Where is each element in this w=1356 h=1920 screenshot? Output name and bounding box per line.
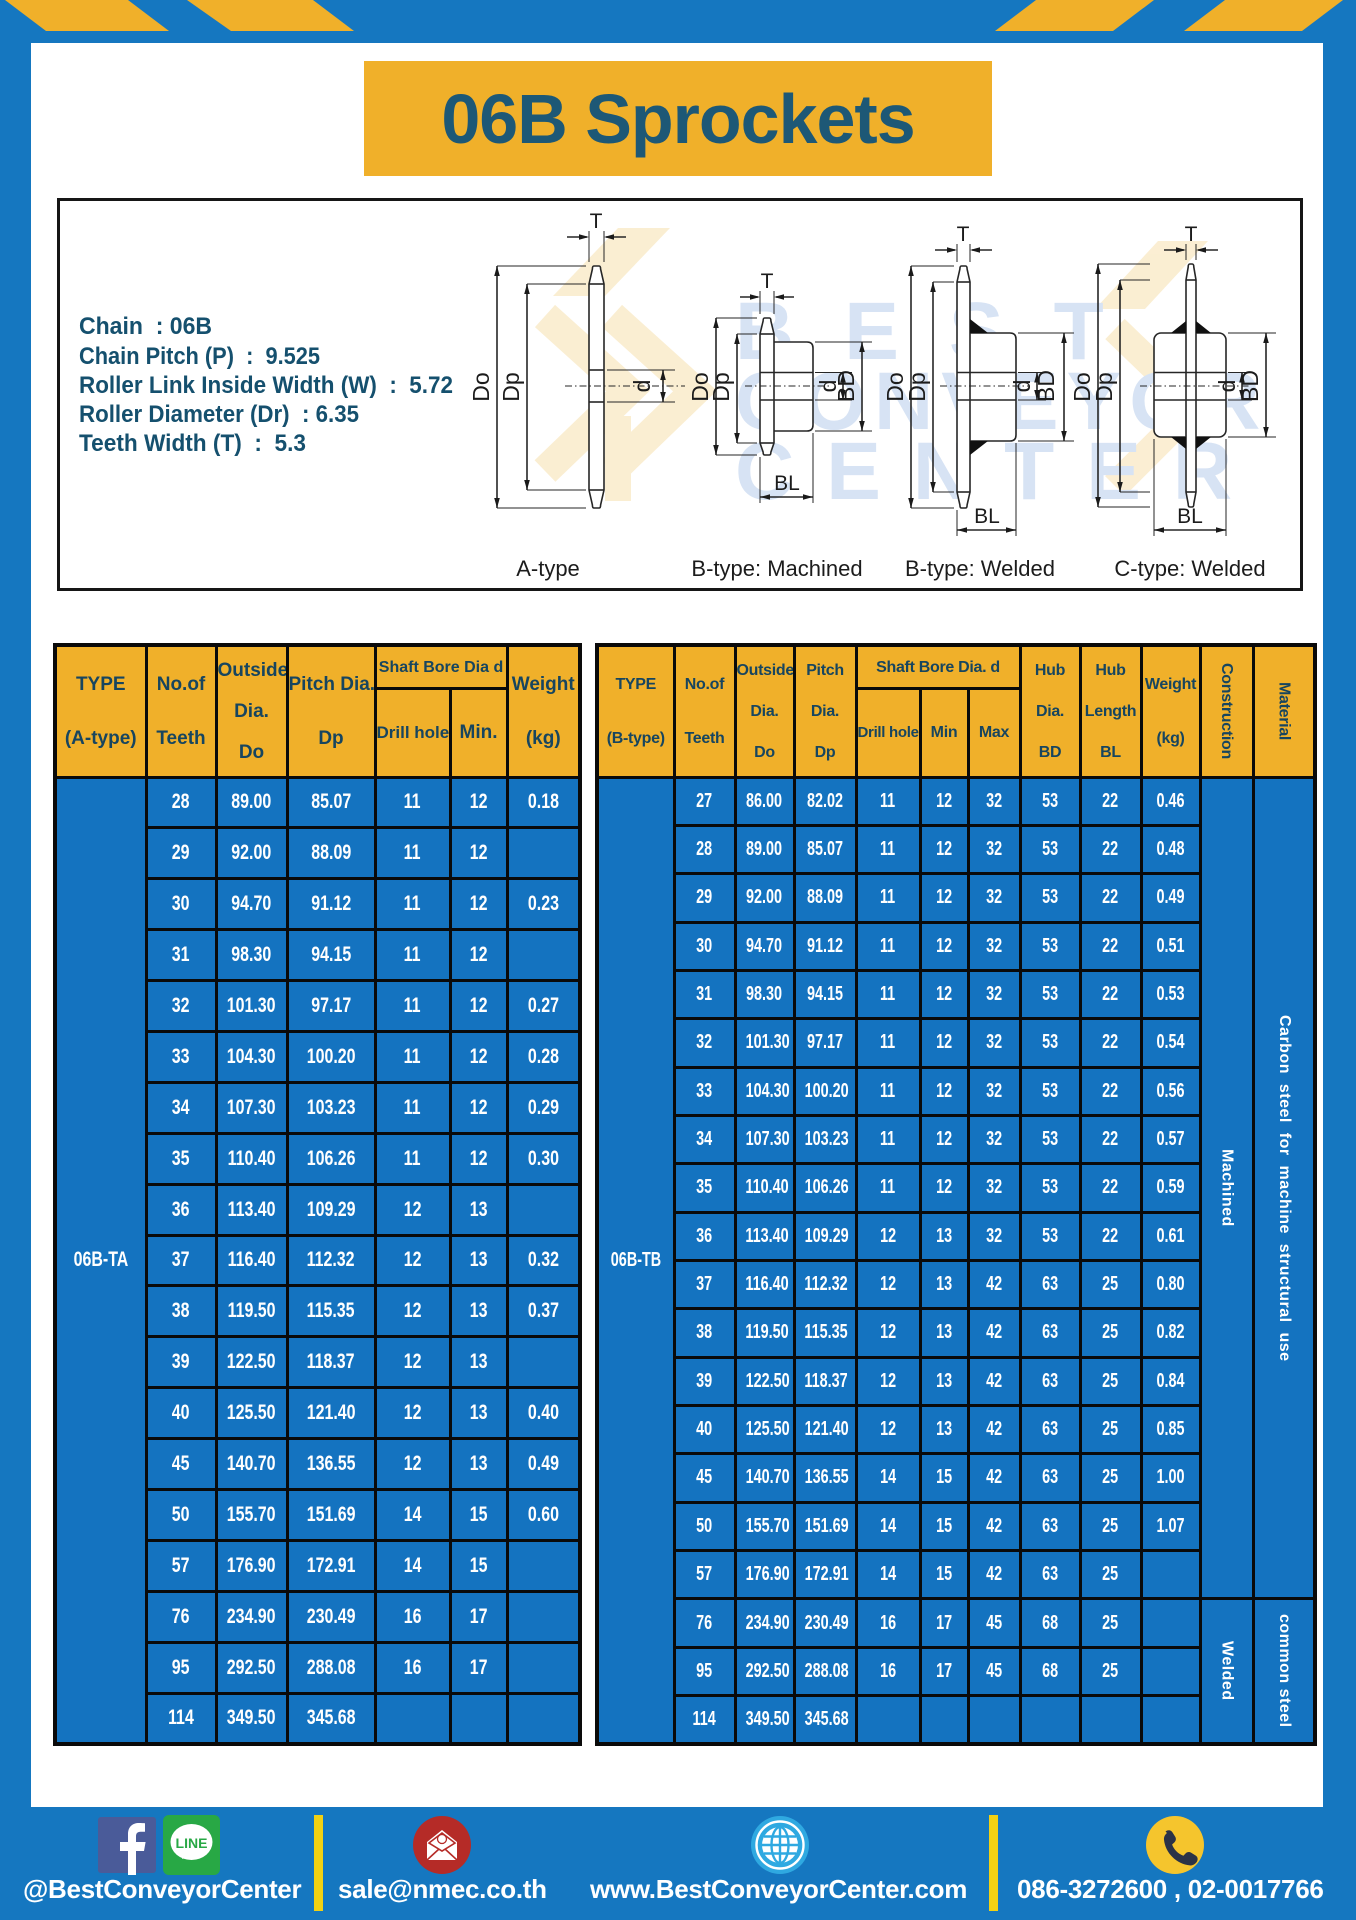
svg-text:Chain : 06B: Chain : 06B <box>79 313 212 340</box>
svg-text:Dp: Dp <box>904 372 930 401</box>
svg-text:T: T <box>957 223 970 246</box>
svg-text:d: d <box>629 380 655 393</box>
svg-text:Do: Do <box>468 372 494 401</box>
svg-text:BD: BD <box>833 370 859 402</box>
svg-text:T: T <box>590 210 603 233</box>
svg-text:Roller Diameter (Dr) : 6.35: Roller Diameter (Dr) : 6.35 <box>79 401 359 428</box>
svg-text:LINE: LINE <box>176 1835 208 1851</box>
svg-text:B-type: Welded: B-type: Welded <box>905 556 1055 581</box>
svg-text:d: d <box>1009 380 1035 393</box>
svg-text:T: T <box>761 270 774 293</box>
svg-text:T: T <box>1185 223 1198 246</box>
svg-text:BL: BL <box>1177 505 1203 528</box>
svg-text:Dp: Dp <box>498 372 524 401</box>
svg-text:BD: BD <box>1237 370 1263 402</box>
svg-text:Chain Pitch (P) : 9.525: Chain Pitch (P) : 9.525 <box>79 343 320 370</box>
svg-text:A-type: A-type <box>516 556 580 581</box>
svg-text:d: d <box>815 380 841 393</box>
svg-text:BD: BD <box>1033 370 1059 402</box>
svg-text:Do: Do <box>687 372 713 401</box>
svg-text:BL: BL <box>774 472 800 495</box>
svg-text:Roller Link Inside Width (W): Roller Link Inside Width (W) : 5.72 <box>79 372 453 399</box>
svg-text:B-type: Machined: B-type: Machined <box>691 556 862 581</box>
svg-text:Do: Do <box>882 372 908 401</box>
svg-text:C-type: Welded: C-type: Welded <box>1114 556 1265 581</box>
svg-text:Dp: Dp <box>1091 372 1117 401</box>
svg-text:Teeth Width (T) : 5.3: Teeth Width (T) : 5.3 <box>79 430 306 457</box>
svg-text:Dp: Dp <box>708 372 734 401</box>
svg-text:BL: BL <box>974 505 1000 528</box>
svg-text:d: d <box>1214 380 1240 393</box>
svg-text:Do: Do <box>1069 372 1095 401</box>
